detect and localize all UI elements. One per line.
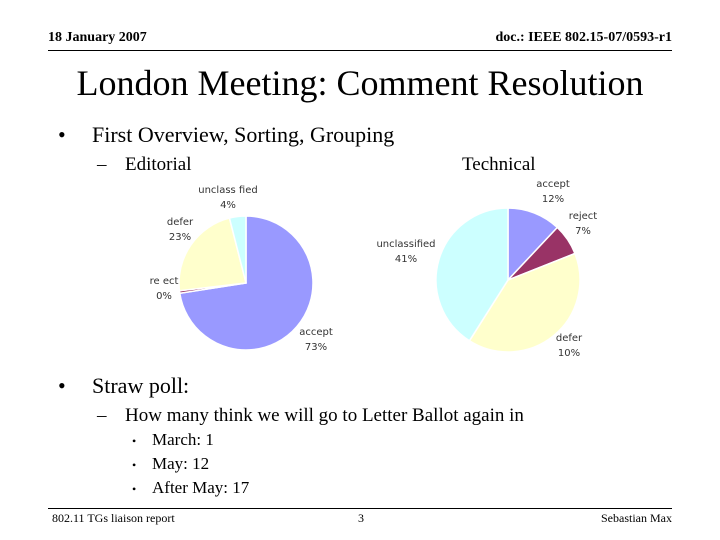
pie-label-left-reject: re ect 0% [150,276,179,302]
pie-label-left-unclassified: unclass fied 4% [198,185,257,211]
pie-label-left-accept: accept 73% [299,327,333,353]
pie-label-right-defer: defer 10% [556,333,583,359]
bullet-overview-text: First Overview, Sorting, Grouping [92,122,395,147]
svg-text:unclass fied: unclass fied [198,185,257,196]
svg-text:73%: 73% [305,342,327,353]
poll-item-text: May: 12 [152,454,210,473]
svg-text:7%: 7% [575,226,591,237]
technical-label: Technical [462,154,536,175]
svg-text:re ect: re ect [150,276,179,287]
pie-slice-defer [178,217,247,292]
pie-slice-unclassified [435,207,509,342]
svg-text:defer: defer [167,217,194,228]
pie-slice-defer [468,252,581,353]
dash-marker: – [97,405,107,426]
svg-text:41%: 41% [395,254,417,265]
sub-bullet-question: – How many think we will go to Letter Bal… [97,405,524,427]
dash-marker: – [97,154,107,175]
bullet-overview: • First Overview, Sorting, Grouping [58,122,394,148]
bullet-dot: • [132,481,137,496]
footer-page-number: 3 [358,511,364,525]
bullet-straw-poll: • Straw poll: [58,373,189,399]
bullet-dot: • [132,457,137,472]
poll-item: • After May: 17 [132,478,249,498]
svg-text:23%: 23% [169,232,191,243]
editorial-label: Editorial [125,154,192,175]
sub-bullet-editorial: – Editorial [97,154,191,176]
header-doc-id: doc.: IEEE 802.15-07/0593-r1 [495,30,672,45]
svg-text:12%: 12% [542,194,564,205]
poll-item-text: March: 1 [152,430,214,449]
pie-slice-unclassified [228,215,247,284]
bullet-dot: • [132,433,137,448]
pie-chart-editorial [178,215,314,351]
pie-label-left-defer: defer 23% [167,217,194,243]
svg-text:accept: accept [536,179,570,190]
svg-text:defer: defer [556,333,583,344]
footer-author: Sebastian Max [601,511,672,525]
svg-text:4%: 4% [220,200,236,211]
pie-label-right-reject: reject 7% [569,211,597,237]
bullet-dot: • [58,373,66,398]
header-date: 18 January 2007 [48,30,147,45]
svg-text:accept: accept [299,327,333,338]
poll-question: How many think we will go to Letter Ball… [125,405,524,426]
poll-item-text: After May: 17 [152,478,250,497]
pie-chart-technical [435,207,581,353]
header-divider [48,50,672,51]
svg-text:unclassified: unclassified [376,239,435,250]
poll-item: • March: 1 [132,430,214,450]
svg-text:reject: reject [569,211,597,222]
bullet-straw-poll-text: Straw poll: [92,373,190,398]
slide-title: London Meeting: Comment Resolution [76,63,644,103]
bullet-dot: • [58,122,66,147]
svg-text:10%: 10% [558,348,580,359]
footer-left: 802.11 TGs liaison report [52,511,175,525]
footer-divider [48,508,672,509]
pie-label-right-unclassified: unclassified 41% [376,239,435,265]
svg-text:0%: 0% [156,291,172,302]
poll-item: • May: 12 [132,454,209,474]
pie-label-right-accept: accept 12% [536,179,570,205]
